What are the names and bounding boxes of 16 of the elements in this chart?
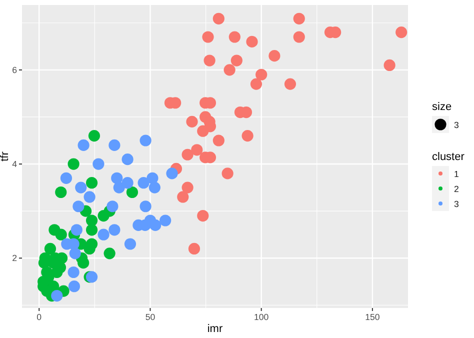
legend-title: cluster [432,151,465,163]
y-tick-label: 4 [12,159,18,170]
size-key: 3 [432,116,459,133]
legend-label: 2 [454,184,459,194]
y-axis-title: tfr [0,151,11,162]
x-axis-title: imr [207,323,223,335]
x-tick-label: 100 [254,312,269,322]
y-tick-label: 2 [12,253,18,264]
legend-label: 3 [454,120,459,130]
legend-label: 1 [454,169,459,179]
y-tick-label: 6 [12,64,18,75]
x-tick-label: 0 [36,312,42,322]
text: size [432,101,452,113]
x-tick-label: 150 [365,312,380,322]
x-tick-label: 50 [145,312,156,322]
legend-label: 3 [454,199,459,209]
